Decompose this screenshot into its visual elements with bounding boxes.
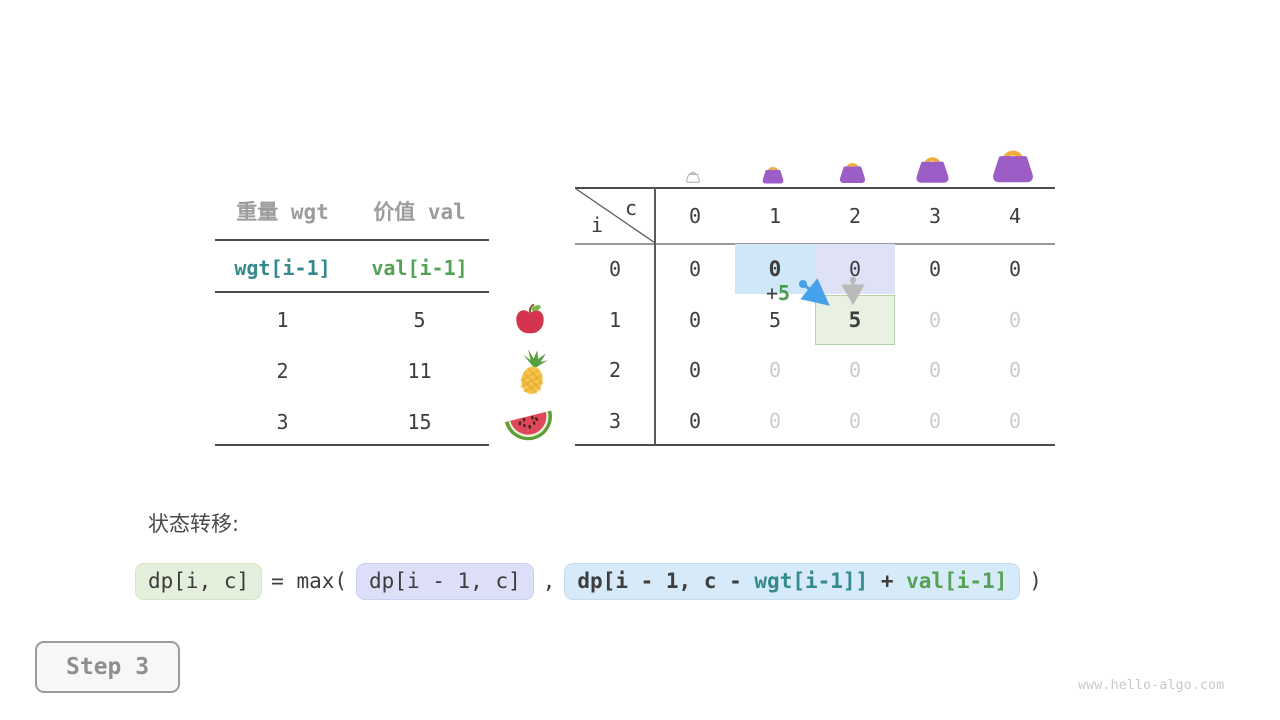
items-table-header-weight: 重量 wgt	[236, 200, 329, 224]
bag-capacity-4-icon	[990, 143, 1036, 185]
dp-cell-3-3: 0	[928, 408, 942, 433]
dp-cell-2-1: 0	[768, 358, 782, 383]
dp-cell-2-0: 0	[688, 358, 702, 383]
dp-table-corner-cell: c i	[575, 188, 655, 243]
dp-cell-1-3: 0	[928, 307, 942, 332]
dp-table-header-rule	[575, 243, 1055, 245]
item-2-value: 11	[407, 359, 432, 383]
step-indicator-button[interactable]: Step 3	[35, 641, 181, 693]
transition-formula: dp[i, c] = max( dp[i - 1, c] , dp[i - 1,…	[135, 560, 1042, 602]
dp-col-headers: 0 1 2 3 4	[655, 191, 1055, 241]
corner-row-var: i	[591, 213, 604, 237]
take-val-term: val[i-1]	[906, 568, 1008, 593]
items-table-var-wgt: wgt[i-1]	[234, 256, 331, 280]
bag-empty-icon	[685, 169, 701, 184]
item-3-weight: 3	[276, 410, 289, 434]
site-watermark: www.hello-algo.com	[1078, 677, 1225, 693]
dp-cell-0-2: 0	[848, 257, 862, 282]
apple-icon	[513, 302, 547, 336]
take-plus: +	[868, 568, 907, 593]
dp-cell-0-3: 0	[928, 257, 942, 282]
skip-option-pill: dp[i - 1, c]	[356, 562, 534, 600]
take-wgt-term: wgt[i-1]]	[754, 568, 869, 593]
dp-cell-2-3: 0	[928, 358, 942, 383]
bag-capacity-2-icon	[838, 158, 867, 185]
current-state-pill: dp[i, c]	[135, 562, 263, 600]
dp-cell-0-1: 0	[768, 257, 782, 282]
take-prefix: dp[i - 1, c -	[577, 568, 755, 593]
item-1-value: 5	[413, 308, 426, 332]
transition-label: 状态转移:	[148, 512, 240, 536]
dp-cell-3-0: 0	[688, 408, 702, 433]
comma-text: ,	[542, 569, 556, 593]
dp-cell-3-2: 0	[848, 408, 862, 433]
items-table-mid-rule	[215, 291, 489, 293]
dp-cell-0-4: 0	[1008, 257, 1022, 282]
dp-cell-3-1: 0	[768, 408, 782, 433]
dp-cell-2-4: 0	[1008, 358, 1022, 383]
dp-cells-grid: 0 0 0 0 0 0 5 5 0 0 0 0 0 0 0 0 0 0 0 0	[655, 244, 1055, 446]
dp-cell-3-4: 0	[1008, 408, 1022, 433]
corner-col-var: c	[624, 196, 637, 220]
pineapple-icon	[514, 350, 552, 396]
plus-sign: +	[766, 281, 779, 305]
dp-cell-1-4: 0	[1008, 307, 1022, 332]
col-header-3: 3	[928, 204, 942, 228]
corner-diagonal-line	[575, 188, 655, 243]
dp-cell-1-2: 5	[848, 307, 862, 332]
close-paren-text: )	[1029, 569, 1042, 593]
item-3-value: 15	[407, 410, 432, 434]
item-1-weight: 1	[276, 308, 289, 332]
col-header-2: 2	[848, 204, 862, 228]
row-header-2: 2	[608, 358, 622, 383]
col-header-1: 1	[768, 204, 782, 228]
dp-table-bottom-rule	[575, 444, 1055, 446]
col-header-4: 4	[1008, 204, 1022, 228]
equals-max-text: = max(	[271, 569, 348, 593]
dp-cell-0-0: 0	[688, 257, 702, 282]
row-header-3: 3	[608, 408, 622, 433]
value-gain-annotation: +5	[766, 281, 790, 305]
item-2-weight: 2	[276, 359, 289, 383]
dp-table-top-rule	[575, 187, 1055, 189]
dp-cell-1-0: 0	[688, 307, 702, 332]
take-option-pill: dp[i - 1, c - wgt[i-1]] + val[i-1]	[564, 562, 1021, 600]
gain-value: 5	[778, 281, 791, 305]
row-header-1: 1	[608, 307, 622, 332]
items-table-header-value: 价值 val	[373, 200, 466, 224]
dp-row-headers: 0 1 2 3	[575, 244, 655, 446]
col-header-0: 0	[688, 204, 702, 228]
dp-table-vertical-rule	[654, 188, 656, 445]
bag-capacity-1-icon	[761, 163, 785, 185]
dp-cell-2-2: 0	[848, 358, 862, 383]
items-table-top-rule	[215, 239, 489, 241]
row-header-0: 0	[608, 257, 622, 282]
items-table-var-val: val[i-1]	[371, 256, 468, 280]
bag-capacity-3-icon	[914, 151, 951, 185]
items-table-bottom-rule	[215, 444, 489, 446]
dp-cell-1-1: 5	[768, 307, 782, 332]
watermelon-icon	[505, 400, 553, 442]
